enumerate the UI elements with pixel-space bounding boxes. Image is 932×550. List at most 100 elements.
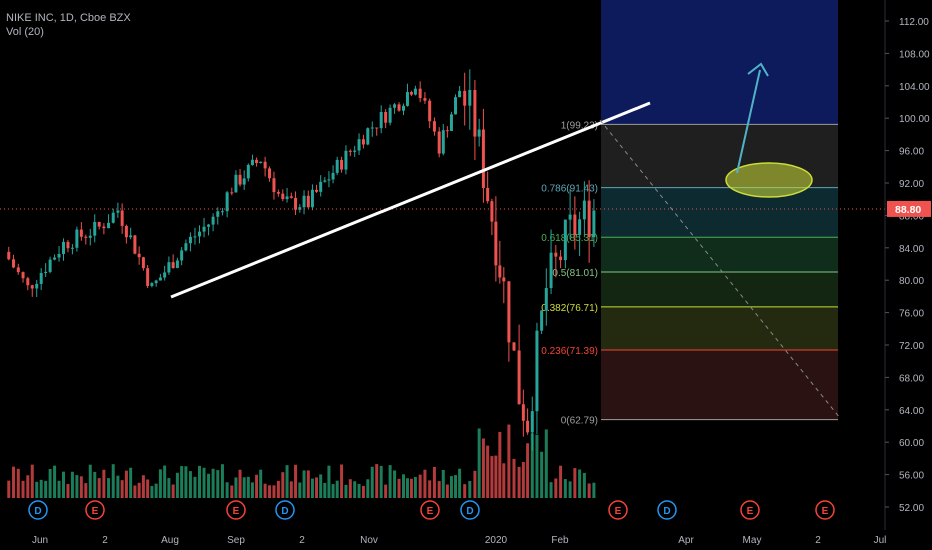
candle-body <box>458 90 462 98</box>
candle-body <box>530 411 534 433</box>
volume-bar <box>276 480 280 498</box>
candle-body <box>79 229 83 237</box>
volume-bar <box>57 480 61 498</box>
dividend-marker[interactable]: D <box>275 500 295 520</box>
price-tick-label: 80.00 <box>899 276 924 287</box>
candle-body <box>44 271 48 274</box>
volume-bar <box>133 485 137 498</box>
volume-bar <box>306 470 310 498</box>
volume-bar <box>39 479 43 498</box>
volume-bar <box>216 470 220 498</box>
candle-body <box>477 129 481 137</box>
support-trendline[interactable] <box>170 101 651 299</box>
dividend-marker[interactable]: D <box>657 500 677 520</box>
candle-body <box>366 128 370 145</box>
volume-bar <box>120 480 124 498</box>
symbol-title: NIKE INC, 1D, Cboe BZX <box>6 12 131 24</box>
candle-body <box>255 159 259 164</box>
candle-body <box>171 262 175 268</box>
time-tick-label: Apr <box>678 535 694 546</box>
fibonacci-retracement[interactable]: 1(99.23)0.786(91.43)0.618(85.31)0.5(81.0… <box>541 0 838 427</box>
volume-bar <box>246 476 250 498</box>
volume-bar <box>449 476 453 498</box>
candle-body <box>405 92 409 106</box>
candle-body <box>234 174 238 193</box>
candlestick-series <box>7 69 596 451</box>
volume-bar <box>35 481 39 498</box>
candle-body <box>268 168 272 179</box>
volume-bar <box>44 480 48 498</box>
volume-bar <box>554 478 558 498</box>
earnings-marker[interactable]: E <box>226 500 246 520</box>
volume-bar <box>158 469 162 498</box>
volume-bar <box>592 482 596 498</box>
candle-body <box>454 97 458 115</box>
candle-body <box>340 159 344 170</box>
candle-body <box>53 257 57 260</box>
candle-body <box>111 212 115 223</box>
svg-text:E: E <box>92 506 99 517</box>
target-zone-ellipse[interactable] <box>725 162 813 198</box>
volume-bar <box>409 478 413 498</box>
dividend-marker[interactable]: D <box>460 500 480 520</box>
volume-bar <box>97 478 101 498</box>
candle-body <box>62 241 65 254</box>
projection-arrow[interactable] <box>736 62 769 174</box>
candle-body <box>319 181 323 192</box>
candle-body <box>361 139 365 145</box>
candle-body <box>353 150 357 152</box>
fib-band <box>601 349 838 420</box>
candle-body <box>418 88 422 99</box>
volume-bar <box>568 481 572 498</box>
candle-body <box>175 260 179 268</box>
svg-text:E: E <box>427 506 434 517</box>
candle-body <box>70 247 74 249</box>
candle-body <box>517 350 521 405</box>
candle-body <box>540 310 544 331</box>
fib-band <box>601 187 838 238</box>
earnings-marker[interactable]: E <box>815 500 835 520</box>
volume-bar <box>327 465 331 498</box>
candle-body <box>35 283 39 289</box>
volume-bar <box>62 471 65 498</box>
volume-bar <box>432 466 436 498</box>
candle-body <box>211 216 215 225</box>
candle-body <box>370 127 374 129</box>
volume-bar <box>370 466 374 498</box>
candle-body <box>587 200 591 238</box>
volume-bar <box>193 476 197 498</box>
time-tick-label: 2 <box>815 535 821 546</box>
candle-body <box>163 272 167 278</box>
volume-bar <box>477 428 481 498</box>
volume-bar <box>220 464 224 498</box>
earnings-marker[interactable]: E <box>608 500 628 520</box>
volume-bar <box>549 482 553 498</box>
candle-body <box>133 235 137 254</box>
volume-bar <box>388 465 392 498</box>
volume-bar <box>517 466 521 498</box>
dividend-marker[interactable]: D <box>28 500 48 520</box>
candle-body <box>158 277 162 281</box>
time-tick-label: Sep <box>227 535 245 546</box>
volume-bar <box>146 479 150 498</box>
volume-bar <box>463 484 467 498</box>
volume-bar <box>454 475 458 498</box>
candle-body <box>276 192 280 194</box>
candle-body <box>259 161 263 164</box>
volume-bar <box>423 469 427 498</box>
earnings-marker[interactable]: E <box>740 500 760 520</box>
candle-body <box>75 229 79 248</box>
price-tick-label: 64.00 <box>899 406 924 417</box>
volume-bar <box>124 470 128 498</box>
volume-bar <box>259 469 263 498</box>
candle-body <box>289 196 293 198</box>
volume-bar <box>573 468 577 498</box>
volume-bars <box>7 424 596 498</box>
earnings-marker[interactable]: E <box>85 500 105 520</box>
volume-bar <box>559 465 563 498</box>
volume-bar <box>315 477 319 498</box>
earnings-marker[interactable]: E <box>420 500 440 520</box>
price-tick-label: 56.00 <box>899 471 924 482</box>
candle-body <box>84 236 88 238</box>
